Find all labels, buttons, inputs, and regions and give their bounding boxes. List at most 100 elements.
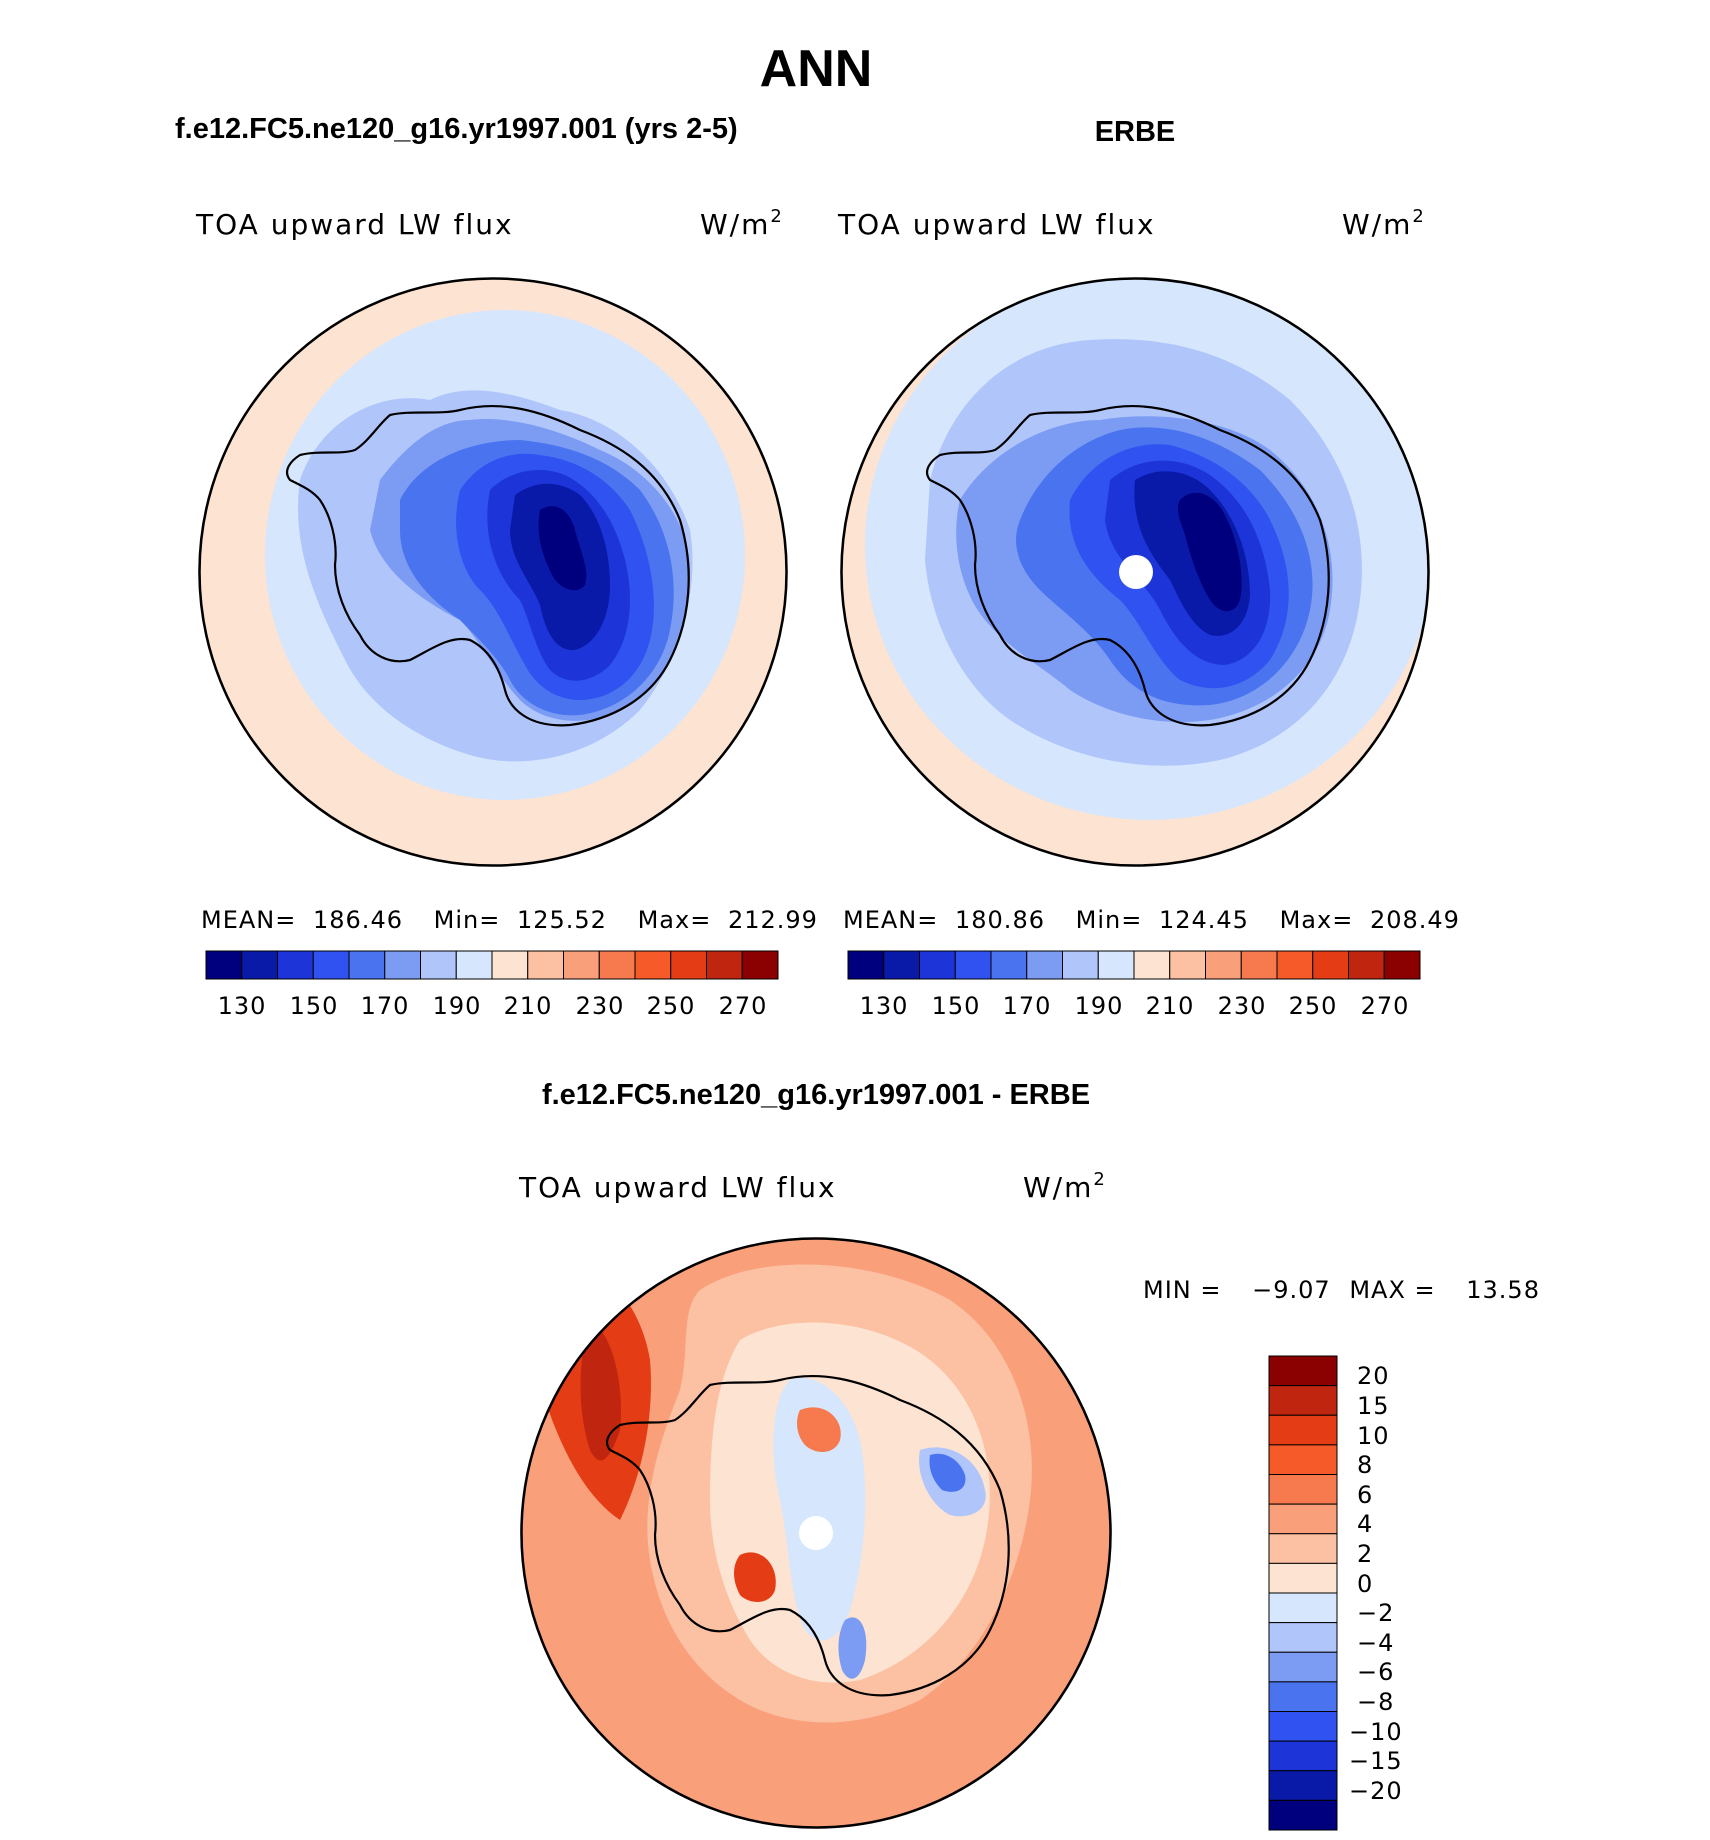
svg-text:MEAN= 186.46 Min=: MEAN= 186.46 Min= 125.52 Max= 212.99 — [201, 906, 818, 934]
panel-diff-min-label: MIN = — [1143, 1276, 1221, 1304]
colorbar-segment — [919, 950, 956, 980]
colorbar-segment — [990, 950, 1028, 980]
colorbar-segment — [1026, 950, 1063, 980]
colorbar-segment — [1268, 1562, 1338, 1594]
panel-model-max-label: Max= — [638, 906, 712, 934]
colorbar-segment — [420, 950, 457, 980]
colorbar-segment — [1276, 950, 1314, 980]
panel-diff-max-label: MAX = — [1349, 1276, 1435, 1304]
panel-diff-colorbar — [1268, 1355, 1338, 1831]
panel-model-map — [199, 278, 787, 866]
colorbar-segment — [348, 950, 386, 980]
colorbar-segment — [205, 950, 243, 980]
colorbar-label: 270 — [719, 992, 768, 1020]
colorbar-label: 170 — [1003, 992, 1052, 1020]
colorbar-segment — [312, 950, 350, 980]
panel-obs: ERBE TOA upward LW flux W/m2 MEAN= 180.8… — [837, 116, 1460, 1020]
colorbar-segment — [634, 950, 672, 980]
panel-obs-units: W/m2 — [1342, 206, 1426, 241]
colorbar-segment — [741, 950, 779, 980]
colorbar-segment — [883, 950, 920, 980]
panel-model-max: 212.99 — [728, 906, 818, 934]
panel-obs-mean: 180.86 — [955, 906, 1045, 934]
colorbar-segment — [1268, 1711, 1338, 1742]
colorbar-label: 130 — [218, 992, 267, 1020]
colorbar-segment — [1205, 950, 1242, 980]
panel-model-min: 125.52 — [517, 906, 607, 934]
colorbar-label: 170 — [361, 992, 410, 1020]
map-contour — [538, 506, 587, 591]
map-contour — [773, 1378, 866, 1641]
colorbar-segment — [455, 950, 493, 980]
colorbar-segment — [1097, 950, 1135, 980]
colorbar-label: −20 — [1349, 1777, 1403, 1805]
colorbar-segment — [1268, 1592, 1338, 1624]
panel-diff-title: f.e12.FC5.ne120_g16.yr1997.001 - ERBE — [542, 1079, 1090, 1111]
panel-diff-variable: TOA upward LW flux — [518, 1171, 837, 1204]
panel-model-units: W/m2 — [700, 206, 784, 241]
colorbar-label: 2 — [1357, 1540, 1373, 1568]
colorbar-label: 8 — [1357, 1451, 1373, 1479]
colorbar-segment — [1268, 1385, 1338, 1416]
colorbar-label: −2 — [1357, 1599, 1394, 1627]
colorbar-label: −8 — [1357, 1688, 1394, 1716]
colorbar-label: 210 — [1146, 992, 1195, 1020]
colorbar-segment — [241, 950, 278, 980]
colorbar-segment — [1268, 1474, 1338, 1505]
map-contour — [797, 1407, 841, 1452]
colorbar-segment — [1268, 1651, 1338, 1683]
colorbar-label: 270 — [1361, 992, 1410, 1020]
colorbar-label: 250 — [1289, 992, 1338, 1020]
colorbar-segment — [1312, 950, 1349, 980]
colorbar-label: 190 — [1075, 992, 1124, 1020]
colorbar-label: 150 — [932, 992, 981, 1020]
panel-model-mean-label: MEAN= — [201, 906, 296, 934]
colorbar-segment — [1268, 1503, 1338, 1535]
colorbar-segment — [1268, 1622, 1338, 1653]
coastline — [285, 404, 690, 727]
panel-obs-title: ERBE — [1095, 116, 1176, 148]
panel-obs-variable: TOA upward LW flux — [837, 208, 1156, 241]
colorbar-segment — [954, 950, 992, 980]
panel-model-mean: 186.46 — [313, 906, 403, 934]
panel-diff: f.e12.FC5.ne120_g16.yr1997.001 - ERBE TO… — [518, 1079, 1540, 1831]
colorbar-label: 15 — [1357, 1392, 1390, 1420]
map-contour — [838, 1617, 867, 1679]
colorbar-label: 230 — [576, 992, 625, 1020]
panel-obs-max-label: Max= — [1280, 906, 1354, 934]
colorbar-label: 130 — [860, 992, 909, 1020]
colorbar-segment — [1268, 1533, 1338, 1564]
panel-model-colorbar-labels: 130 150 170 190 210 230 250 270 — [218, 992, 768, 1020]
colorbar-label: 6 — [1357, 1481, 1373, 1509]
map-contour — [734, 1552, 776, 1602]
colorbar-segment — [1268, 1444, 1338, 1476]
colorbar-segment — [491, 950, 529, 980]
colorbar-segment — [384, 950, 421, 980]
colorbar-segment — [1268, 1681, 1338, 1713]
panel-obs-colorbar — [847, 950, 1421, 980]
colorbar-label: 0 — [1357, 1570, 1373, 1598]
colorbar-label: 4 — [1357, 1510, 1373, 1538]
svg-text:MIN = −9.07 MAX =: MIN = −9.07 MAX = 13.58 — [1143, 1276, 1540, 1304]
colorbar-segment — [1383, 950, 1421, 980]
season-title: ANN — [760, 40, 873, 98]
panel-model-colorbar — [205, 950, 779, 980]
colorbar-label: 230 — [1218, 992, 1267, 1020]
panel-obs-min: 124.45 — [1159, 906, 1249, 934]
colorbar-segment — [598, 950, 636, 980]
colorbar-segment — [1133, 950, 1171, 980]
panel-diff-units: W/m2 — [1023, 1169, 1107, 1204]
panel-diff-min: −9.07 — [1252, 1276, 1331, 1304]
colorbar-segment — [1268, 1740, 1338, 1772]
panel-model-title: f.e12.FC5.ne120_g16.yr1997.001 (yrs 2-5) — [175, 113, 738, 145]
panel-diff-colorbar-labels: 20 15 10 8 6 4 2 0 −2 −4 −6 −8 −10 −15 −… — [1349, 1362, 1403, 1805]
colorbar-segment — [1268, 1799, 1338, 1831]
colorbar-label: −4 — [1357, 1629, 1394, 1657]
map-contour — [929, 1453, 966, 1492]
panel-obs-mean-label: MEAN= — [843, 906, 938, 934]
colorbar-label: 20 — [1357, 1362, 1390, 1390]
colorbar-label: −6 — [1357, 1658, 1394, 1686]
panel-obs-max: 208.49 — [1370, 906, 1460, 934]
colorbar-label: −10 — [1349, 1718, 1403, 1746]
